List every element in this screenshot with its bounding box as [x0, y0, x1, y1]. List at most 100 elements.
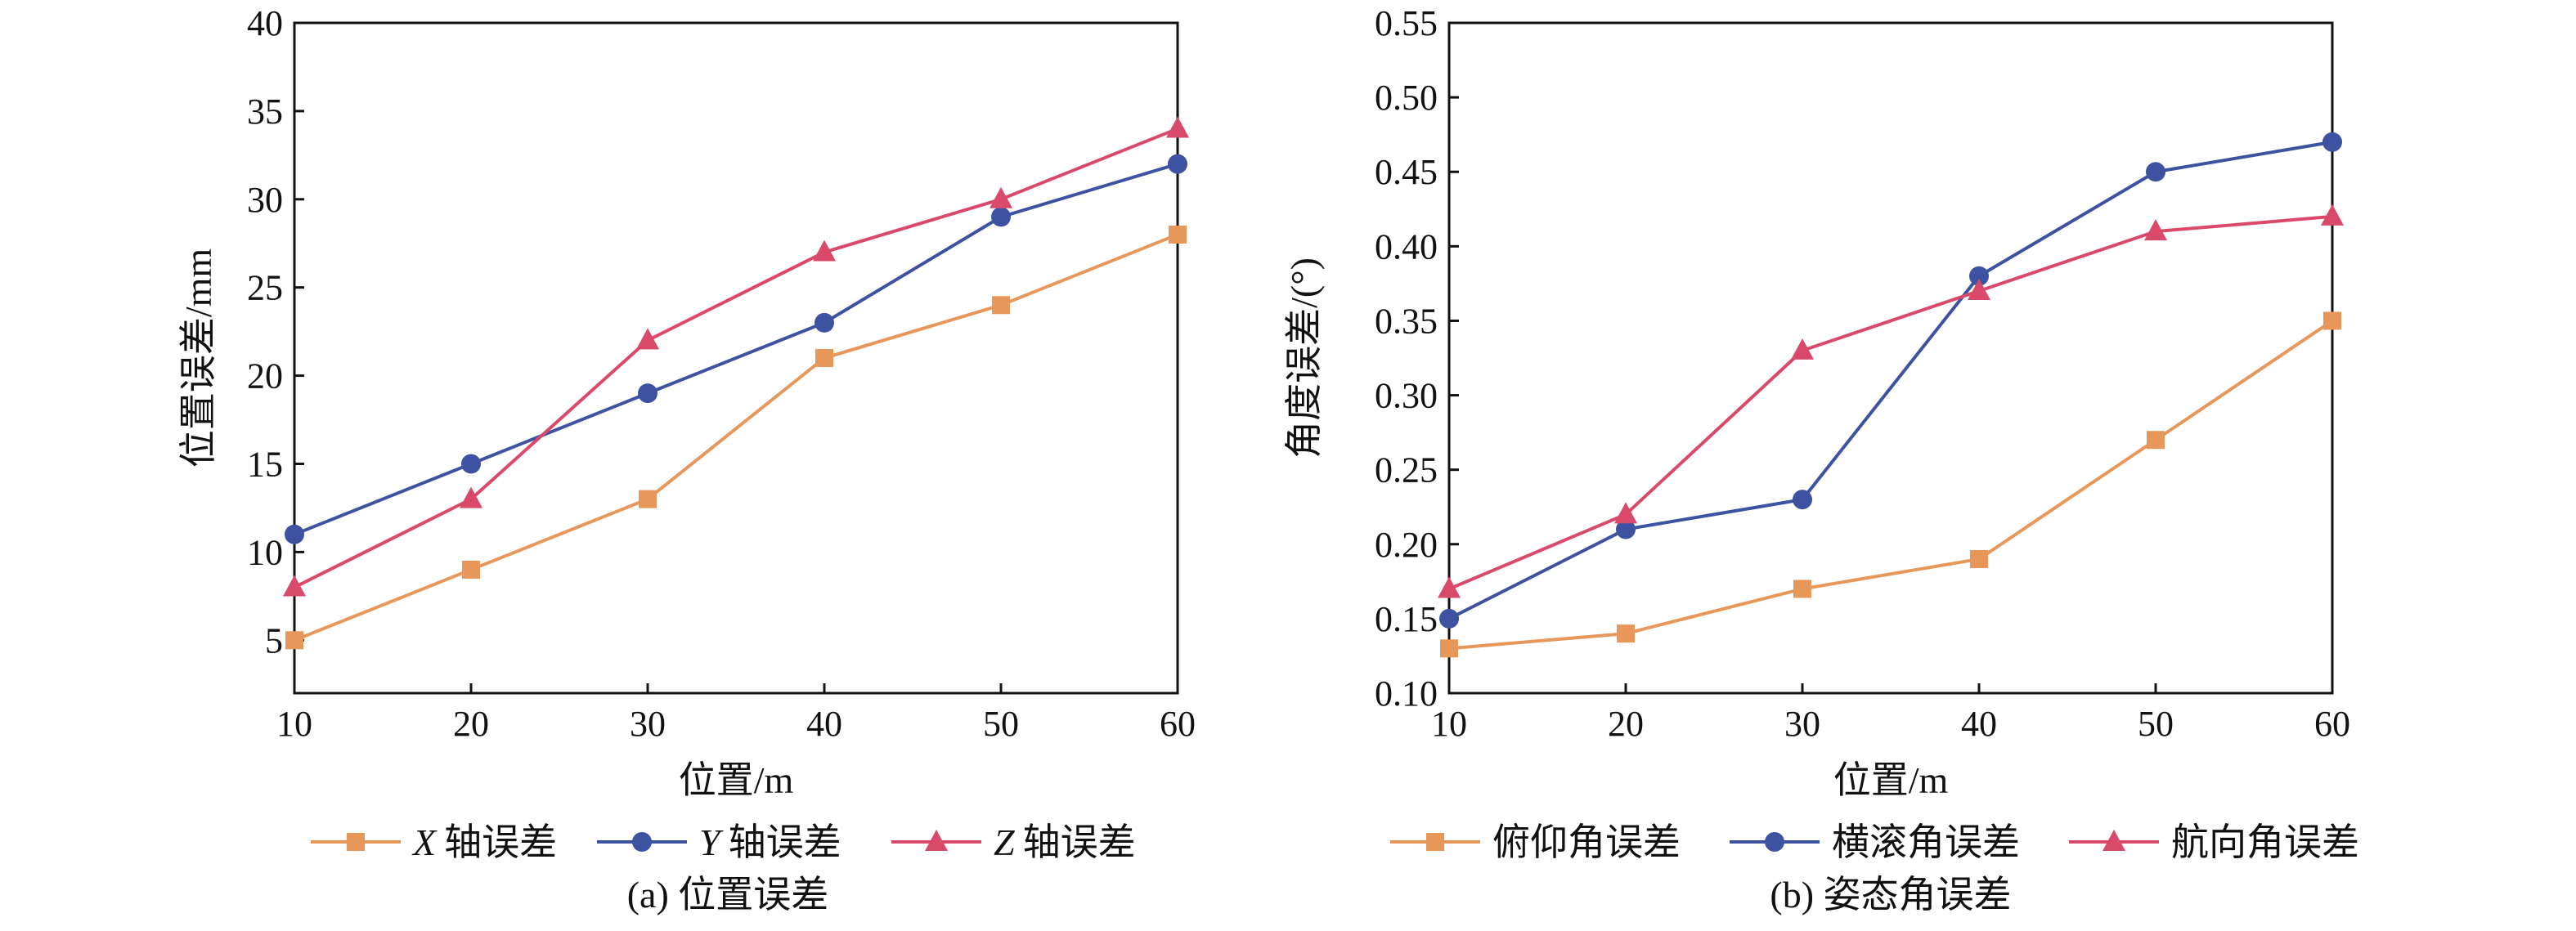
y-ticks: 0.10 0.15 0.20 0.25 0.30 0.35 0.40 0.45 0.50 0.55	[1375, 3, 1459, 714]
data-point	[1968, 279, 1990, 300]
legend-axis-letter: Y	[699, 821, 724, 863]
legend-marker	[1765, 832, 1784, 852]
x-tick-label: 30	[1784, 704, 1820, 744]
data-point	[1614, 502, 1637, 524]
y-tick-label: 30	[247, 180, 283, 220]
y-tick-label: 0.40	[1375, 226, 1438, 266]
y-tick-label: 0.35	[1375, 301, 1438, 341]
y-tick-label: 25	[247, 268, 283, 308]
x-tick-label: 20	[453, 704, 489, 744]
chart-attitude-error: 0.10 0.15 0.20 0.25 0.30 0.35 0.40 0.45 0.50 0.55…	[1283, 3, 2359, 915]
plot-frame	[293, 21, 1179, 695]
data-point	[461, 454, 481, 474]
series-line	[294, 233, 1178, 642]
legend-item: Y 轴误差	[597, 821, 841, 863]
legend-item: Z 轴误差	[891, 821, 1136, 863]
y-tick-label: 5	[265, 620, 283, 660]
chart-position-error: 5 10 15 20 25 30 35 40 10 20 30 40 50 60 位置/m 位置误差/m…	[177, 3, 1196, 915]
x-tick-label: 50	[2138, 704, 2174, 744]
series-line	[1448, 140, 2333, 620]
data-point	[460, 486, 482, 508]
data-point	[2323, 311, 2341, 330]
x-axis-label: 位置/m	[679, 759, 794, 801]
data-point	[1617, 624, 1635, 643]
x-tick-label: 10	[276, 704, 312, 744]
legend-label: 俯仰角误差	[1492, 821, 1681, 863]
y-tick-label: 20	[247, 356, 283, 396]
data-point	[1169, 225, 1187, 244]
data-point	[1969, 266, 1989, 286]
legend-name-suffix: 轴误差	[444, 821, 557, 863]
data-point	[638, 383, 657, 404]
x-ticks: 10 20 30 40 50 60	[276, 683, 1196, 744]
x-axis-label: 位置/m	[1833, 759, 1949, 801]
legend-name-suffix: 轴误差	[1023, 821, 1136, 863]
x-tick-label: 30	[630, 704, 666, 744]
y-tick-label: 40	[247, 3, 283, 43]
data-point	[2144, 219, 2167, 241]
y-ticks: 5 10 15 20 25 30 35 40	[247, 3, 304, 660]
chart-caption: (a) 位置误差	[627, 874, 829, 915]
y-tick-label: 0.20	[1375, 525, 1438, 565]
series-line	[294, 162, 1178, 536]
legend-label: 横滚角误差	[1832, 821, 2020, 863]
x-tick-label: 60	[2314, 704, 2350, 744]
legend-item: 俯仰角误差	[1390, 821, 1681, 863]
legend-label: Y 轴误差	[699, 821, 841, 863]
y-axis-label: 角度误差/(°)	[1283, 257, 1325, 459]
data-point	[283, 575, 306, 597]
legend-axis-letter: Z	[994, 821, 1015, 863]
legend: X 轴误差 Y 轴误差 Z 轴误差	[311, 821, 1136, 863]
y-tick-label: 10	[247, 532, 283, 572]
series-line	[1448, 214, 2333, 591]
data-point	[636, 328, 659, 350]
data-point	[1166, 116, 1189, 138]
y-tick-label: 0.15	[1375, 599, 1438, 639]
x-tick-label: 40	[1961, 704, 1997, 744]
legend-marker	[2103, 830, 2125, 851]
data-point	[2146, 162, 2165, 182]
data-point	[462, 560, 480, 579]
legend-marker	[632, 832, 652, 852]
series-line	[1448, 319, 2334, 651]
chart-caption: (b) 姿态角误差	[1770, 874, 2011, 915]
data-point	[1791, 338, 1814, 360]
data-point	[285, 524, 304, 544]
data-point	[1440, 639, 1458, 658]
legend-name-suffix: 轴误差	[729, 821, 841, 863]
legend-item: X 轴误差	[311, 821, 557, 863]
series-group	[283, 116, 1189, 650]
data-point	[1793, 580, 1811, 598]
plot-frame	[1447, 21, 2334, 695]
legend-label: 航向角误差	[2171, 821, 2359, 863]
data-point	[813, 239, 836, 262]
x-tick-label: 40	[806, 704, 842, 744]
y-tick-label: 0.30	[1375, 376, 1438, 416]
x-tick-label: 20	[1608, 704, 1644, 744]
series-line	[294, 127, 1178, 589]
legend: 俯仰角误差 横滚角误差 航向角误差	[1390, 821, 2359, 863]
data-point	[2147, 431, 2165, 450]
y-tick-label: 35	[247, 92, 283, 132]
x-tick-label: 60	[1160, 704, 1196, 744]
y-tick-label: 0.10	[1375, 674, 1438, 714]
x-tick-label: 50	[983, 704, 1019, 744]
legend-label: X 轴误差	[411, 821, 557, 863]
data-point	[285, 631, 303, 650]
data-point	[1793, 490, 1812, 510]
data-point	[2321, 204, 2344, 226]
x-ticks: 10 20 30 40 50 60	[1431, 683, 2350, 744]
data-point	[991, 207, 1011, 227]
data-point	[1438, 576, 1461, 598]
series-group	[1438, 132, 2344, 658]
legend-marker	[1426, 833, 1444, 851]
data-point	[815, 312, 834, 333]
y-tick-label: 0.50	[1375, 78, 1438, 118]
y-tick-label: 0.55	[1375, 3, 1438, 43]
legend-item: 航向角误差	[2069, 821, 2359, 863]
data-point	[639, 490, 657, 508]
x-tick-label: 10	[1431, 704, 1467, 744]
legend-axis-letter: X	[411, 821, 438, 863]
legend-marker	[925, 830, 948, 851]
